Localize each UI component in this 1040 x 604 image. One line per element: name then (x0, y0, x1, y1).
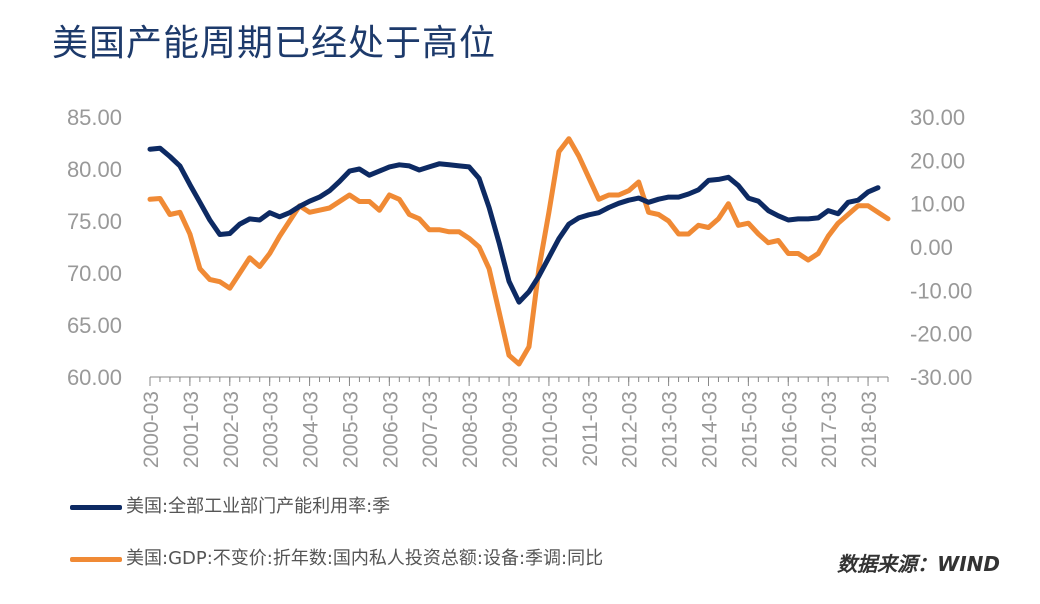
left-axis-tick-label: 65.00 (67, 313, 122, 338)
x-axis-tick-label: 2003-03 (260, 391, 283, 468)
right-axis-tick-label: -10.00 (910, 278, 972, 303)
x-axis-tick-label: 2009-03 (499, 391, 522, 468)
right-axis-tick-label: 20.00 (910, 148, 965, 173)
x-axis-tick-label: 2016-03 (778, 391, 801, 468)
series-line-2 (147, 136, 891, 367)
left-axis-tick-label: 80.00 (67, 157, 122, 182)
x-axis-tick-label: 2013-03 (659, 391, 682, 468)
left-axis-tick-label: 70.00 (67, 261, 122, 286)
series-line-1 (147, 145, 881, 305)
legend-swatch-series2 (70, 556, 122, 562)
x-axis-tick-label: 2000-03 (140, 391, 163, 468)
x-axis-tick-label: 2001-03 (180, 391, 203, 468)
left-axis-tick-label: 75.00 (67, 209, 122, 234)
right-axis-tick-label: 30.00 (910, 105, 965, 130)
right-axis-tick-label: 0.00 (910, 235, 953, 260)
x-axis-tick-label: 2017-03 (818, 391, 841, 468)
x-axis-tick-label: 2008-03 (459, 391, 482, 468)
right-axis-tick-label: -30.00 (910, 365, 972, 390)
left-axis-tick-label: 60.00 (67, 365, 122, 390)
legend-label-series1: 美国:全部工业部门产能利用率:季 (126, 496, 391, 517)
x-axis-tick-label: 2007-03 (419, 391, 442, 468)
legend-item-series1: 美国:全部工业部门产能利用率:季 (70, 492, 390, 518)
source-note: 数据来源：WIND (837, 552, 1000, 576)
left-axis-tick-label: 85.00 (67, 105, 122, 130)
x-axis-tick-label: 2005-03 (339, 391, 362, 468)
legend-swatch-series1 (70, 504, 122, 510)
legend-label-series2: 美国:GDP:不变价:折年数:国内私人投资总额:设备:季调:同比 (126, 548, 604, 569)
x-axis-tick-label: 2018-03 (858, 391, 881, 468)
legend-item-series2: 美国:GDP:不变价:折年数:国内私人投资总额:设备:季调:同比 (70, 544, 603, 570)
x-axis-tick-label: 2004-03 (300, 391, 323, 468)
right-axis-tick-label: -20.00 (910, 322, 972, 347)
page-title: 美国产能周期已经处于高位 (52, 23, 497, 64)
x-axis-tick-label: 2012-03 (619, 391, 642, 468)
x-axis-tick-label: 2010-03 (539, 391, 562, 468)
right-axis-tick-label: 10.00 (910, 192, 965, 217)
x-axis-tick-label: 2014-03 (698, 391, 721, 468)
x-axis-tick-label: 2006-03 (379, 391, 402, 468)
x-axis-tick-label: 2011-03 (579, 391, 602, 467)
x-axis-tick-label: 2002-03 (220, 391, 243, 468)
x-axis-tick-label: 2015-03 (738, 391, 761, 468)
